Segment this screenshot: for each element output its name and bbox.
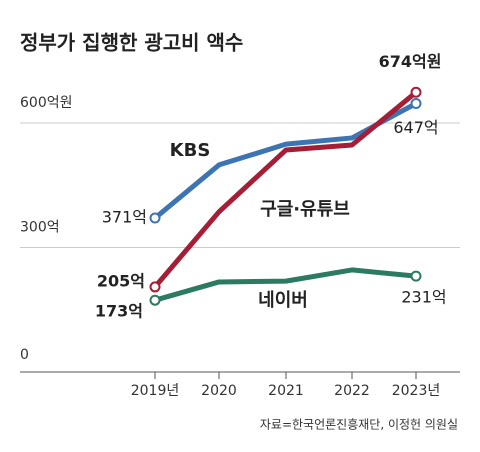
- chart-title: 정부가 집행한 광고비 액수: [20, 31, 243, 55]
- x-tick-label: 2022: [334, 383, 370, 399]
- value-label: 173억: [95, 302, 143, 321]
- series-label: 구글·유튜브: [260, 199, 350, 220]
- value-label: 371억: [102, 208, 147, 227]
- y-tick-label: 600억원: [20, 95, 72, 111]
- value-label: 674억원: [379, 52, 442, 71]
- x-tick-label: 2023년: [392, 383, 441, 399]
- end-marker: [149, 281, 161, 293]
- x-tick-label: 2021: [268, 383, 304, 399]
- value-label: 647억: [393, 118, 438, 137]
- series-label: KBS: [170, 140, 211, 161]
- value-label: 205억: [97, 271, 145, 290]
- series-label: 네이버: [258, 290, 308, 311]
- end-marker: [149, 212, 161, 224]
- y-tick-label: 0: [20, 347, 29, 363]
- end-marker: [410, 86, 422, 98]
- end-marker: [410, 270, 422, 282]
- end-marker: [149, 294, 161, 306]
- y-tick-label: 300억: [20, 220, 60, 236]
- x-tick-label: 2019년: [131, 383, 180, 399]
- end-marker: [410, 97, 422, 109]
- series-line: [153, 90, 418, 289]
- source-note: 자료=한국언론진흥재단, 이정헌 의원실: [260, 418, 458, 432]
- x-tick-label: 2020: [201, 383, 237, 399]
- series-line: [154, 267, 417, 303]
- value-label: 231억: [401, 288, 446, 307]
